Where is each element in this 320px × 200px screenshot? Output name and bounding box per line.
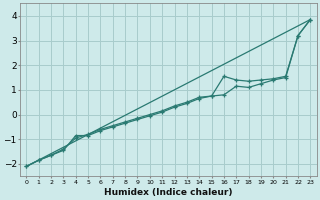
X-axis label: Humidex (Indice chaleur): Humidex (Indice chaleur) bbox=[104, 188, 233, 197]
